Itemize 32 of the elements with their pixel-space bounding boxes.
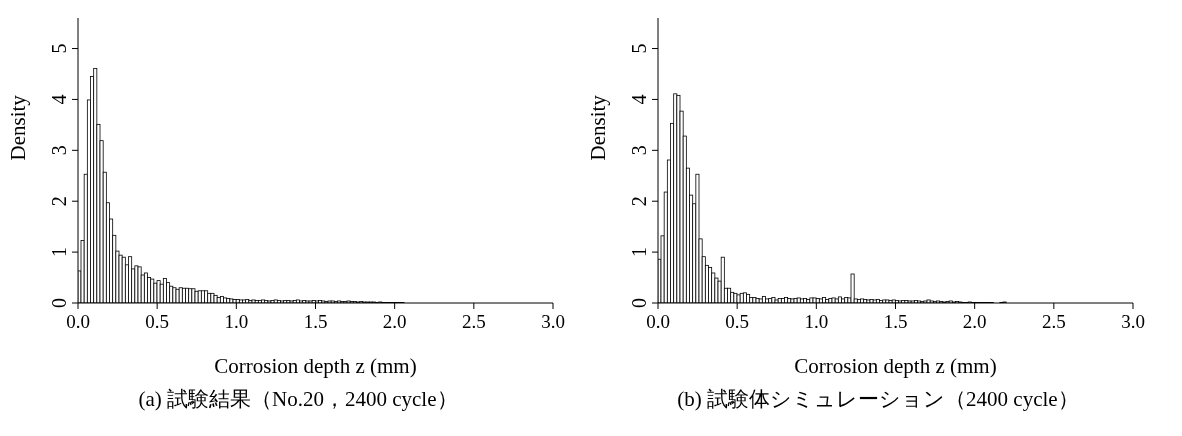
text: (b) 試験体シミュレーション（2400 cycle） <box>676 386 1080 413</box>
x-tick-label: 3.0 <box>1121 311 1145 333</box>
x-tick-label: 0.5 <box>725 311 750 333</box>
y-tick-label: 4 <box>628 94 650 105</box>
x-tick-label: 2.5 <box>1041 311 1066 333</box>
y-tick-label: 0 <box>628 298 650 308</box>
x-tick-label: 0.5 <box>145 311 170 333</box>
x-tick-label: 1.5 <box>883 311 908 333</box>
y-tick-label: 2 <box>628 196 650 207</box>
x-tick-label: 1.0 <box>224 311 249 333</box>
y-tick-label: 3 <box>48 145 70 156</box>
y-axis-title: Density <box>586 94 611 161</box>
x-tick-label: 2.0 <box>962 311 987 333</box>
y-tick-label: 0 <box>48 298 70 308</box>
x-axis-title: Corrosion depth z (mm) <box>214 354 417 378</box>
x-tick-label: 3.0 <box>541 311 565 333</box>
y-tick-label: 2 <box>48 196 70 207</box>
x-tick-label: 1.5 <box>303 311 328 333</box>
x-tick-label: 0.0 <box>646 311 670 333</box>
x-tick-label: 1.0 <box>804 311 829 333</box>
y-tick-label: 5 <box>628 43 650 54</box>
y-tick-label: 4 <box>48 94 70 105</box>
x-tick-label: 2.0 <box>382 311 407 333</box>
x-axis-title: Corrosion depth z (mm) <box>794 354 997 378</box>
y-tick-label: 1 <box>628 247 650 258</box>
y-tick-label: 5 <box>48 43 70 54</box>
x-tick-label: 2.5 <box>461 311 486 333</box>
y-axis-title: Density <box>6 94 31 161</box>
y-tick-label: 1 <box>48 247 70 258</box>
y-tick-label: 3 <box>628 145 650 156</box>
x-tick-label: 0.0 <box>66 311 90 333</box>
text: (a) 試験結果（No.20，2400 cycle） <box>137 386 459 413</box>
